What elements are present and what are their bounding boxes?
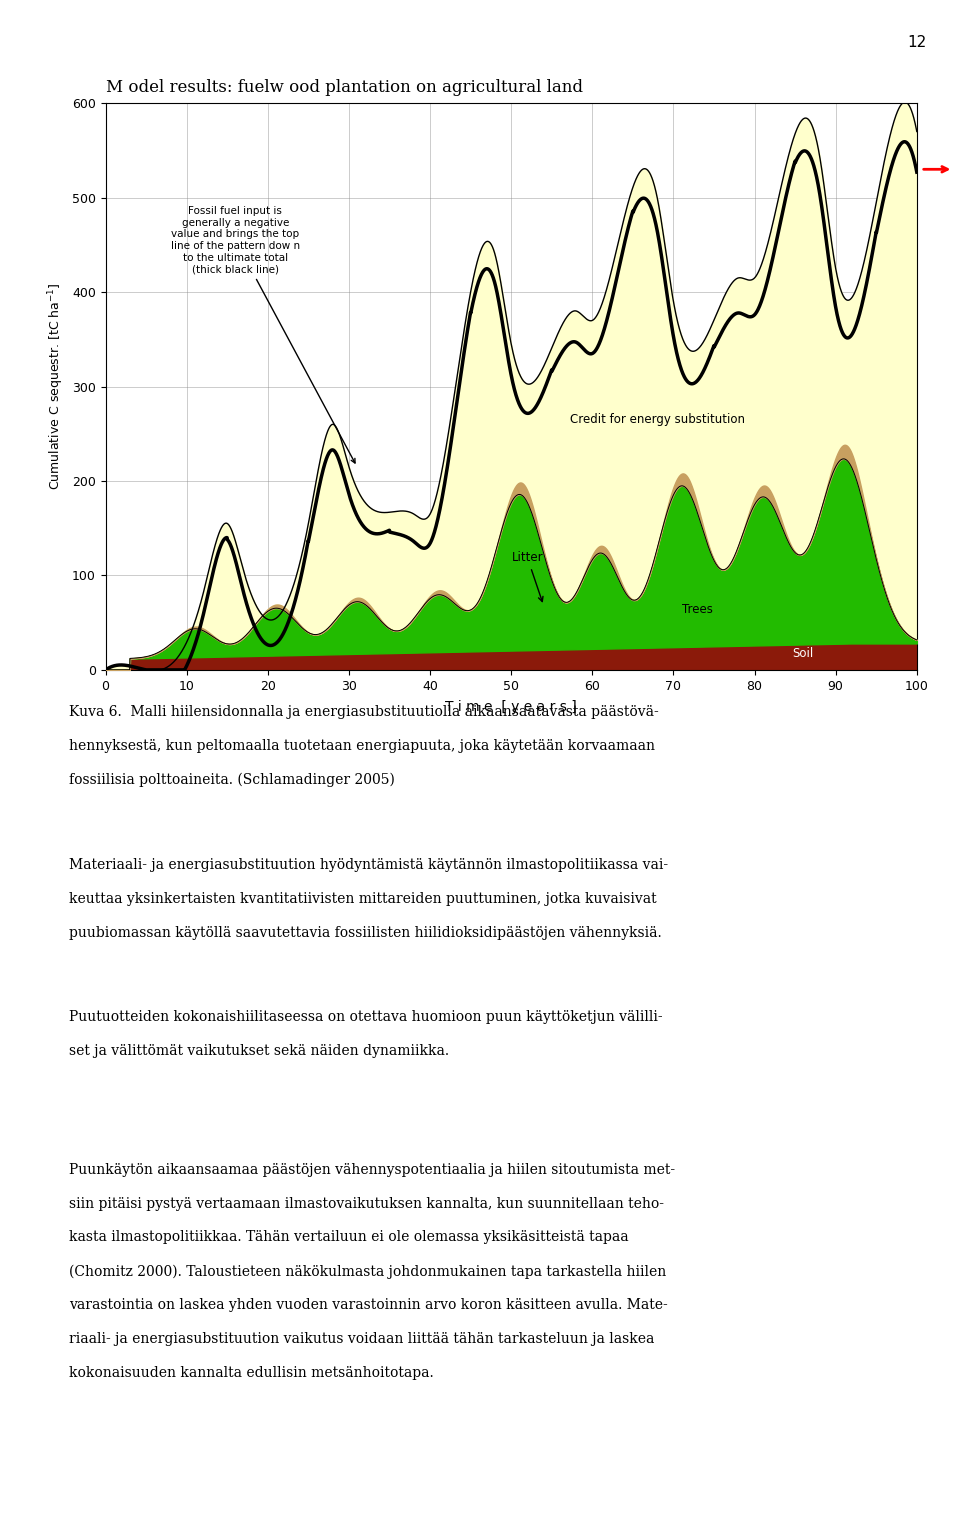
- Text: Puutuotteiden kokonaishiilitaseessa on otettava huomioon puun käyttöketjun välil: Puutuotteiden kokonaishiilitaseessa on o…: [69, 1010, 662, 1024]
- Text: Fossil fuel input is
generally a negative
value and brings the top
line of the p: Fossil fuel input is generally a negativ…: [171, 206, 355, 464]
- Text: Kuva 6.  Malli hiilensidonnalla ja energiasubstituutiolla aikaansaatavasta pääst: Kuva 6. Malli hiilensidonnalla ja energi…: [69, 705, 659, 719]
- Text: M odel results: fuelw ood plantation on agricultural land: M odel results: fuelw ood plantation on …: [106, 79, 583, 95]
- Text: 12: 12: [907, 35, 926, 51]
- Text: Trees: Trees: [683, 604, 713, 616]
- Text: puubiomassan käytöllä saavutettavia fossiilisten hiilidioksidipäästöjen vähennyk: puubiomassan käytöllä saavutettavia foss…: [69, 926, 661, 939]
- Text: keuttaa yksinkertaisten kvantitatiivisten mittareiden puuttuminen, jotka kuvaisi: keuttaa yksinkertaisten kvantitatiiviste…: [69, 892, 657, 906]
- Text: siin pitäisi pystyä vertaamaan ilmastovaikutuksen kannalta, kun suunnitellaan te: siin pitäisi pystyä vertaamaan ilmastova…: [69, 1197, 664, 1210]
- Text: fossiilisia polttoaineita. (Schlamadinger 2005): fossiilisia polttoaineita. (Schlamadinge…: [69, 773, 395, 787]
- Text: riaali- ja energiasubstituution vaikutus voidaan liittää tähän tarkasteluun ja l: riaali- ja energiasubstituution vaikutus…: [69, 1332, 655, 1346]
- Text: (Chomitz 2000). Taloustieteen näkökulmasta johdonmukainen tapa tarkastella hiile: (Chomitz 2000). Taloustieteen näkökulmas…: [69, 1264, 666, 1278]
- Text: set ja välittömät vaikutukset sekä näiden dynamiikka.: set ja välittömät vaikutukset sekä näide…: [69, 1044, 449, 1058]
- Y-axis label: Cumulative C sequestr. [tC ha$^{-1}$]: Cumulative C sequestr. [tC ha$^{-1}$]: [47, 283, 66, 490]
- Text: kasta ilmastopolitiikkaa. Tähän vertailuun ei ole olemassa yksikäsitteistä tapaa: kasta ilmastopolitiikkaa. Tähän vertailu…: [69, 1230, 629, 1244]
- Text: Litter: Litter: [512, 551, 543, 602]
- Text: kokonaisuuden kannalta edullisin metsänhoitotapa.: kokonaisuuden kannalta edullisin metsänh…: [69, 1366, 434, 1380]
- Text: Materiaali- ja energiasubstituution hyödyntämistä käytännön ilmastopolitiikassa : Materiaali- ja energiasubstituution hyöd…: [69, 858, 668, 872]
- Text: hennyksestä, kun peltomaalla tuotetaan energiapuuta, joka käytetään korvaamaan: hennyksestä, kun peltomaalla tuotetaan e…: [69, 739, 655, 753]
- Text: Puunkäytön aikaansaamaa päästöjen vähennyspotentiaalia ja hiilen sitoutumista me: Puunkäytön aikaansaamaa päästöjen vähenn…: [69, 1163, 675, 1177]
- X-axis label: T i m e  [ y e a r s ]: T i m e [ y e a r s ]: [445, 699, 577, 713]
- Text: varastointia on laskea yhden vuoden varastoinnin arvo koron käsitteen avulla. Ma: varastointia on laskea yhden vuoden vara…: [69, 1298, 668, 1312]
- Text: Credit for energy substitution: Credit for energy substitution: [569, 413, 745, 427]
- Text: Soil: Soil: [793, 647, 814, 659]
